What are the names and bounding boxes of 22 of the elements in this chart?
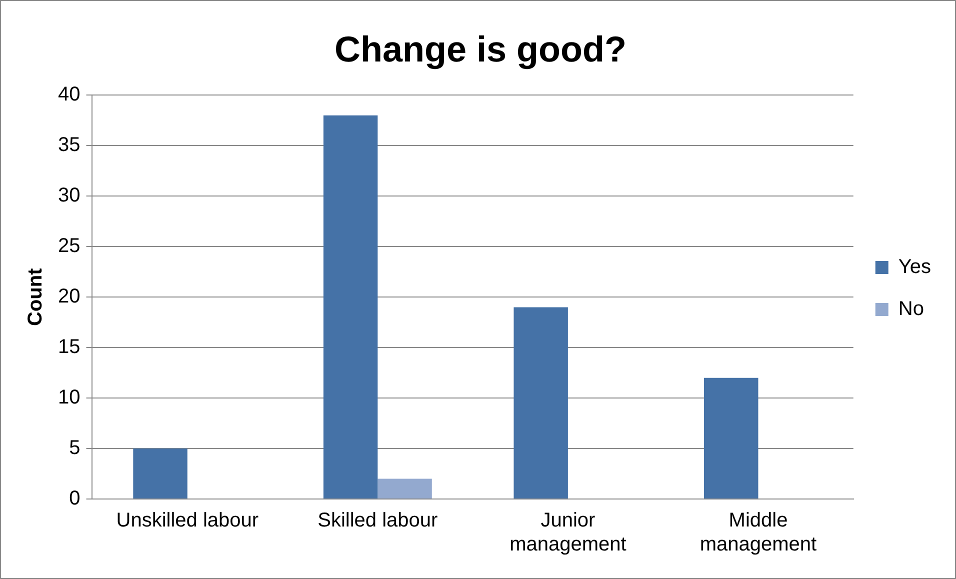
y-tick-label: 15 xyxy=(58,336,80,358)
y-tick-label: 30 xyxy=(58,184,80,207)
chart-title: Change is good? xyxy=(334,28,626,70)
y-tick-label: 0 xyxy=(69,488,80,510)
bar xyxy=(378,478,432,498)
y-axis-title: Count xyxy=(24,268,47,326)
bar xyxy=(514,307,568,498)
legend-label: No xyxy=(898,298,924,320)
y-tick-label: 20 xyxy=(58,286,80,308)
y-tick-label: 40 xyxy=(58,84,80,106)
y-tick-label: 25 xyxy=(58,235,80,258)
y-tick-label: 5 xyxy=(69,437,80,460)
x-tick-label: Junior management xyxy=(510,510,627,556)
x-tick-label: Skilled labour xyxy=(318,510,438,532)
bar xyxy=(133,448,188,498)
x-tick-label: Unskilled labour xyxy=(116,510,259,532)
legend-label: Yes xyxy=(898,256,932,278)
y-tick-label: 10 xyxy=(58,386,80,409)
bar xyxy=(323,115,378,498)
bar xyxy=(704,378,758,498)
x-tick-label: Middle management xyxy=(700,510,818,556)
y-tick-label: 35 xyxy=(58,134,80,156)
